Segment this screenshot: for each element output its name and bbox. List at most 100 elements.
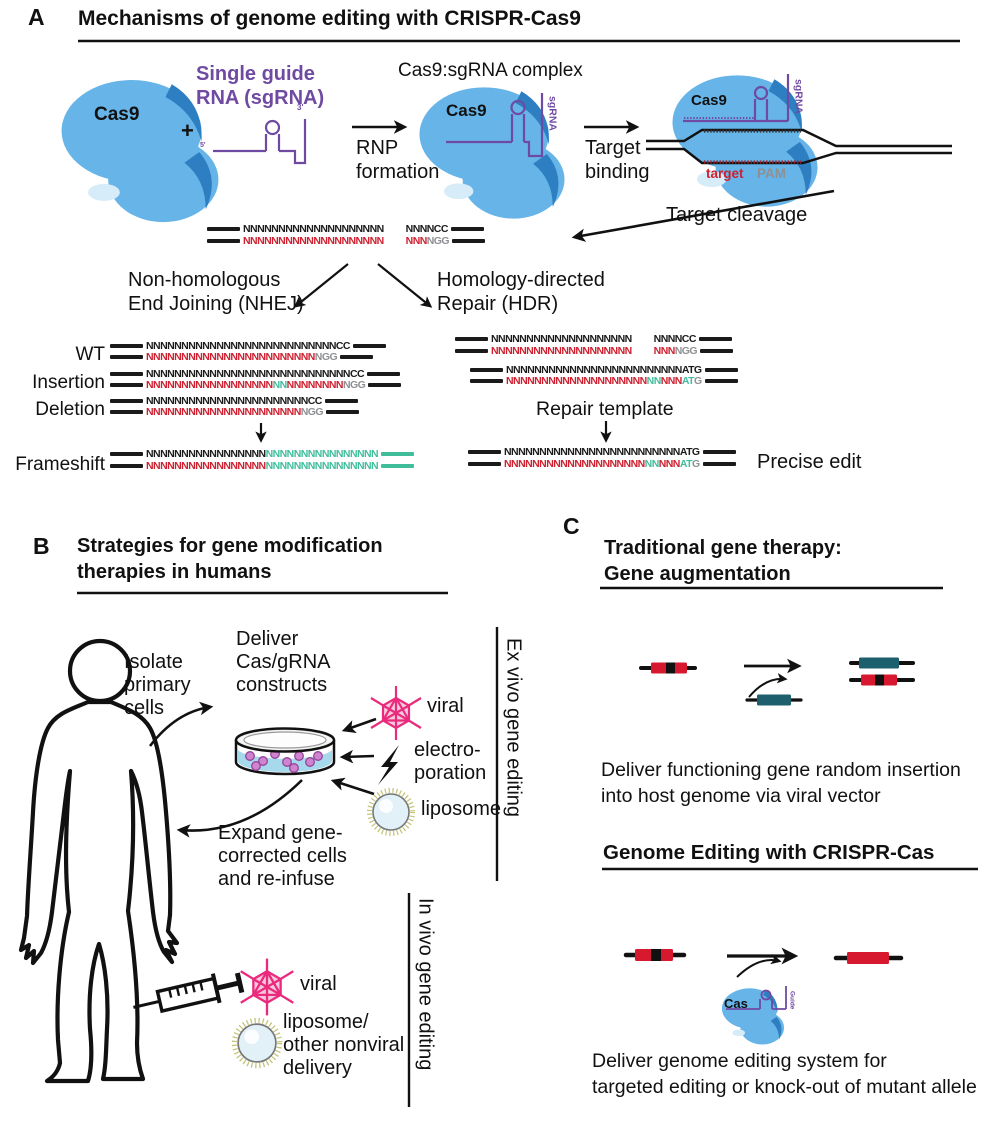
- dna-end-bar: [110, 410, 143, 415]
- dna-end-bar: [698, 337, 732, 342]
- dna-end-bar: [110, 399, 143, 404]
- seq-segment: NN: [646, 375, 662, 387]
- electroporation-label: electro- poration: [414, 739, 487, 784]
- dna-end-bar: [452, 239, 486, 244]
- hdr-cut-top-strand: NNNNNNNNNNNNNNNNNNNN NNNNCC: [452, 334, 735, 345]
- lightning-icon: [378, 745, 399, 785]
- seq-segment: NNNNNNNNNNNNNNNNNN: [146, 379, 273, 391]
- cas-label-small: Cas: [724, 996, 748, 1011]
- seq-segment: NNNNNNNNNNNNNNNNNNNN: [243, 235, 384, 247]
- rnp-formation-label: RNP formation: [356, 137, 440, 183]
- seq-segment: G: [691, 458, 700, 470]
- seq-segment: AT: [679, 458, 693, 470]
- seq-segment: NGG: [674, 345, 698, 357]
- dna-end-bar: [470, 379, 503, 384]
- deletion-bottom-strand: NNNNNNNNNNNNNNNNNNNNNN NGG: [107, 407, 362, 418]
- dna-end-bar: [340, 355, 374, 360]
- seq-segment: NNNNNNNNNNNNNNNN: [265, 460, 379, 472]
- human-body-icon: [18, 638, 180, 1084]
- seq-segment: NNNNNNNNNNNNNNNNNNNNNNNNNNNNNCC: [146, 368, 365, 380]
- insertion-bottom-strand: NNNNNNNNNNNNNNNNNN NN NNNNNNNN NGG: [107, 380, 404, 391]
- seq-segment: NNNNNNNNNNNNNNNNNNNN: [491, 333, 632, 345]
- insertion-row-label: Insertion: [32, 372, 105, 393]
- isolate-cells-label: Isolate primary cells: [124, 651, 191, 719]
- sgrna-icon: [213, 119, 307, 165]
- dna-end-bar: [110, 372, 143, 377]
- target-binding-label: Target binding: [585, 137, 650, 183]
- seq-segment: NGG: [314, 351, 338, 363]
- dna-duplex-icon: [646, 128, 952, 165]
- cut-site-top-strand: NNNNNNNNNNNNNNNNNNNN NNNNCC: [204, 224, 487, 235]
- deletion-top-strand: NNNNNNNNNNNNNNNNNNNNNNNCC: [107, 396, 361, 407]
- seq-segment: NNNNNNNNNNNNNNNNNNNNNNNNNNNCC: [146, 340, 351, 352]
- seq-segment: NNNNNNNNNNNNNNNNNNNN: [243, 223, 384, 235]
- seq-segment: NGG: [342, 379, 366, 391]
- seq-segment: NGG: [300, 406, 324, 418]
- target-cleavage-arrow: [571, 189, 835, 242]
- deletion-row-label: Deletion: [35, 399, 105, 420]
- dna-end-bar: [704, 368, 738, 373]
- precise-edit-top-strand: NNNNNNNNNNNNNNNNNNNNNNNNNATG: [465, 447, 739, 458]
- seq-segment: NNNNNNNNNNNNNNNNNNNN: [504, 458, 645, 470]
- sgrna-vertical-label: sgRNA: [546, 96, 559, 132]
- dna-end-bar: [468, 462, 501, 467]
- nhej-label: Non-homologous End Joining (NHEJ): [128, 269, 304, 315]
- reinfuse-arrow: [176, 779, 303, 838]
- dna-end-bar: [700, 349, 734, 354]
- dna-end-bar: [704, 379, 738, 384]
- seq-segment: NNNNNNNNNNNNNNNNNNNNNNNNNATG: [506, 364, 702, 376]
- electro-to-dish-arrow: [339, 749, 375, 764]
- target-sgrna-icon: [683, 74, 790, 123]
- seq-segment: NGG: [426, 235, 450, 247]
- dna-end-bar: [110, 452, 143, 457]
- dna-end-bar-teal: [381, 452, 415, 457]
- dna-end-bar: [324, 399, 358, 404]
- therapeutic-gene-icon: [757, 694, 791, 706]
- cas9-label-complex: Cas9: [446, 101, 487, 120]
- guide-rna-icon-small: [726, 986, 787, 1010]
- seq-segment: NN: [644, 458, 660, 470]
- frameshift-row-label: Frameshift: [15, 454, 105, 475]
- viral-to-dish-arrow: [341, 717, 377, 733]
- petri-dish-icon: [234, 727, 336, 776]
- panelA-title: Mechanisms of genome editing with CRISPR…: [78, 7, 581, 30]
- dna-end-bar-teal: [381, 464, 415, 469]
- precise-edit-bottom-strand: NNNNNNNNNNNNNNNNNNNN NN NNN AT G: [465, 459, 739, 470]
- seq-segment: NNNNCC: [405, 223, 449, 235]
- panel-label-B: B: [33, 533, 50, 559]
- seq-segment: NNN: [658, 458, 681, 470]
- liposome-icon: [370, 791, 413, 834]
- seq-segment: NNNNCC: [653, 333, 697, 345]
- wt-row-label: WT: [75, 344, 105, 365]
- repair-template-label: Repair template: [536, 398, 674, 420]
- panel-label-A: A: [28, 4, 45, 30]
- dna-end-bar: [110, 464, 143, 469]
- cas9-label-target: Cas9: [691, 92, 727, 109]
- hdr-branch-arrow: [377, 263, 433, 308]
- liposome-to-dish-arrow: [330, 777, 375, 796]
- hdr-label: Homology-directed Repair (HDR): [437, 269, 605, 315]
- precise-edit-label: Precise edit: [757, 451, 862, 473]
- seq-segment: NNNNNNNN: [286, 379, 344, 391]
- complex-sgrna-icon: [446, 93, 544, 158]
- viral-label-exvivo: viral: [427, 695, 464, 717]
- seq-segment: NNN: [405, 235, 428, 247]
- cas9-protein-icon: [61, 80, 219, 223]
- dna-end-bar: [702, 462, 736, 467]
- nhej-branch-arrow: [293, 263, 349, 308]
- target-label: target: [706, 166, 744, 181]
- three-prime-label: 3': [297, 103, 304, 112]
- seq-segment: NNN: [660, 375, 683, 387]
- in-vivo-label: In vivo gene editing: [414, 898, 437, 1071]
- deliver-constructs-label: Deliver Cas/gRNA constructs: [236, 628, 331, 696]
- frameshift-bottom-strand: NNNNNNNNNNNNNNNNN NNNNNNNNNNNNNNNN: [107, 461, 417, 472]
- wt-top-strand: NNNNNNNNNNNNNNNNNNNNNNNNNNNCC: [107, 341, 389, 352]
- cut-site-bottom-strand: NNNNNNNNNNNNNNNNNNNN NNN NGG: [204, 236, 488, 247]
- frameshift-top-strand: NNNNNNNNNNNNNNNNN NNNNNNNNNNNNNNNN: [107, 449, 417, 460]
- dna-end-bar: [207, 239, 240, 244]
- gene-delivery-curve-arrow: [748, 673, 788, 698]
- dna-end-bar: [468, 450, 501, 455]
- expand-reinfuse-label: Expand gene- corrected cells and re-infu…: [218, 822, 347, 890]
- repair-template-bottom-strand: NNNNNNNNNNNNNNNNNNNN NN NNN AT G: [467, 376, 741, 387]
